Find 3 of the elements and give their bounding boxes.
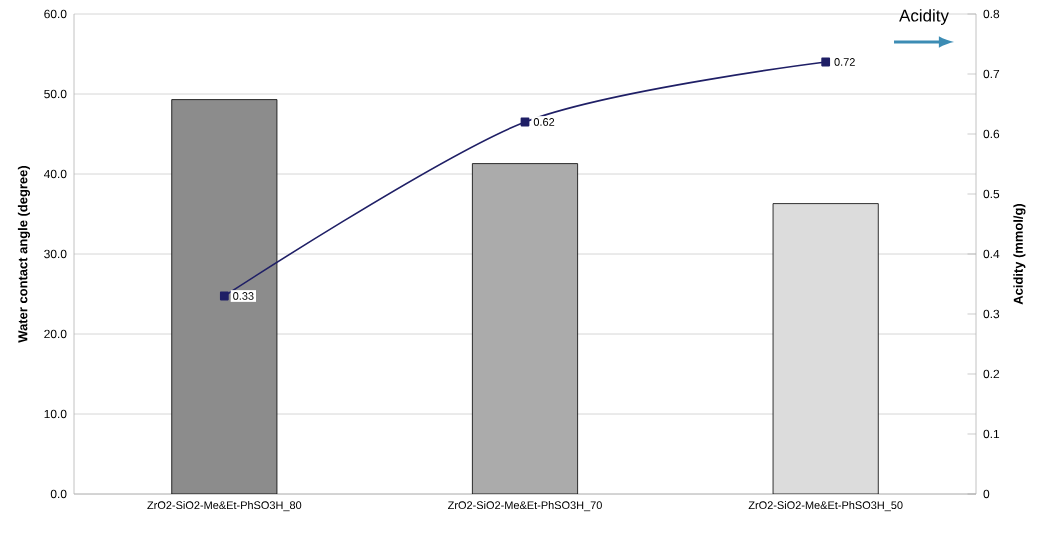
annotation: Acidity (899, 9, 949, 25)
point (821, 57, 831, 67)
point (219, 291, 229, 301)
